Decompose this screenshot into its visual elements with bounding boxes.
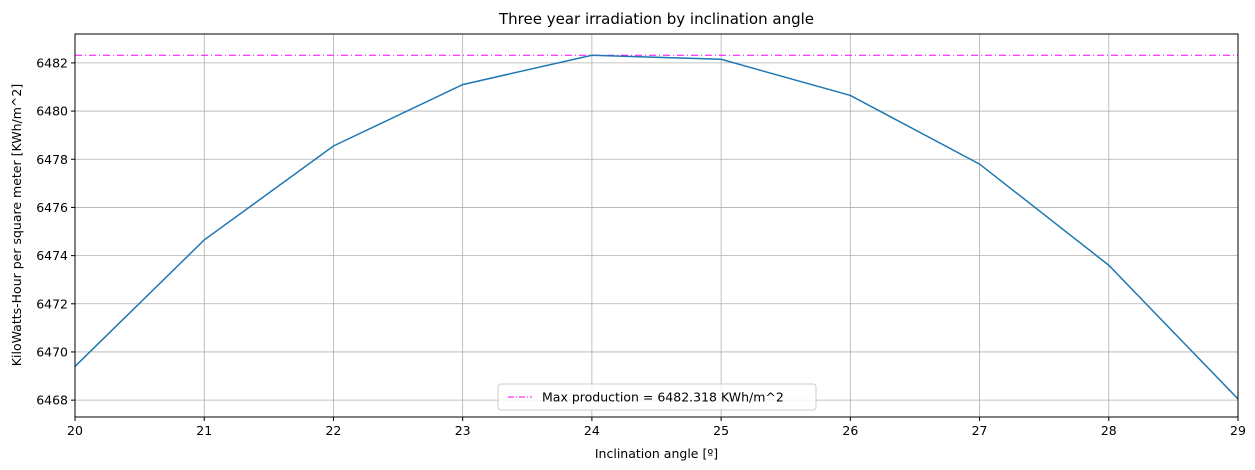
plot-area xyxy=(74,54,1239,400)
x-tick-label: 24 xyxy=(584,423,600,438)
grid xyxy=(74,34,1239,417)
y-tick-label: 6470 xyxy=(36,344,68,359)
y-tick-label: 6480 xyxy=(36,104,68,119)
legend: Max production = 6482.318 KWh/m^2 xyxy=(497,383,817,411)
y-tick-label: 6482 xyxy=(36,55,68,70)
y-tick-label: 6476 xyxy=(36,200,68,215)
x-tick-label: 27 xyxy=(972,423,988,438)
x-tick-label: 22 xyxy=(325,423,341,438)
x-tick-label: 23 xyxy=(455,423,471,438)
x-axis-label: Inclination angle [º] xyxy=(595,446,718,461)
legend-box xyxy=(497,383,817,411)
x-tick-label: 25 xyxy=(713,423,729,438)
y-tick-label: 6478 xyxy=(36,152,68,167)
x-tick-label: 26 xyxy=(842,423,858,438)
y-axis-label: KiloWatts-Hour per square meter [KWh/m^2… xyxy=(9,84,24,366)
y-tick-label: 6468 xyxy=(36,393,68,408)
legend-entry-max-production: Max production = 6482.318 KWh/m^2 xyxy=(542,390,784,405)
y-tick-label: 6472 xyxy=(36,296,68,311)
axes-frame xyxy=(74,33,1239,418)
axes: 20 21 22 23 24 25 26 27 28 29 6468 6470 6472 6474 6476… xyxy=(36,33,1246,438)
x-tick-label: 21 xyxy=(196,423,212,438)
x-tick-label: 29 xyxy=(1230,423,1246,438)
series-line-0 xyxy=(74,54,1239,400)
x-tick-label: 20 xyxy=(67,423,83,438)
x-tick-label: 28 xyxy=(1101,423,1117,438)
y-tick-label: 6474 xyxy=(36,248,68,263)
chart-title: Three year irradiation by inclination an… xyxy=(498,10,814,28)
